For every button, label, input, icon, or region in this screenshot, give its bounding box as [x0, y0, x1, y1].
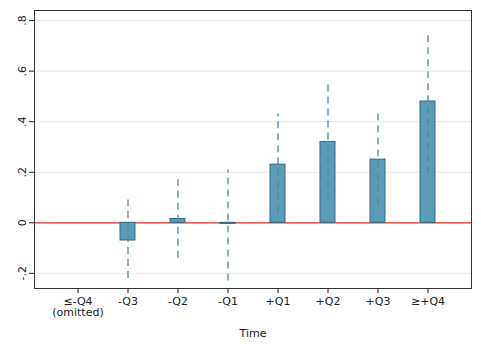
svg-text:-Q3: -Q3 — [118, 295, 138, 308]
svg-text:.6: .6 — [16, 66, 29, 77]
svg-text:Time: Time — [239, 327, 267, 340]
svg-text:+Q2: +Q2 — [316, 295, 341, 308]
svg-text:0: 0 — [16, 219, 29, 226]
svg-text:.8: .8 — [16, 15, 29, 26]
svg-text:-Q1: -Q1 — [218, 295, 238, 308]
svg-text:≤-Q4(omitted): ≤-Q4(omitted) — [52, 295, 103, 319]
svg-text:-Q2: -Q2 — [168, 295, 188, 308]
svg-text:-.2: -.2 — [16, 266, 29, 280]
svg-text:+Q3: +Q3 — [366, 295, 391, 308]
svg-text:≥+Q4: ≥+Q4 — [411, 295, 445, 308]
svg-text:+Q1: +Q1 — [266, 295, 291, 308]
svg-text:.4: .4 — [16, 116, 29, 127]
svg-text:.2: .2 — [16, 167, 29, 178]
